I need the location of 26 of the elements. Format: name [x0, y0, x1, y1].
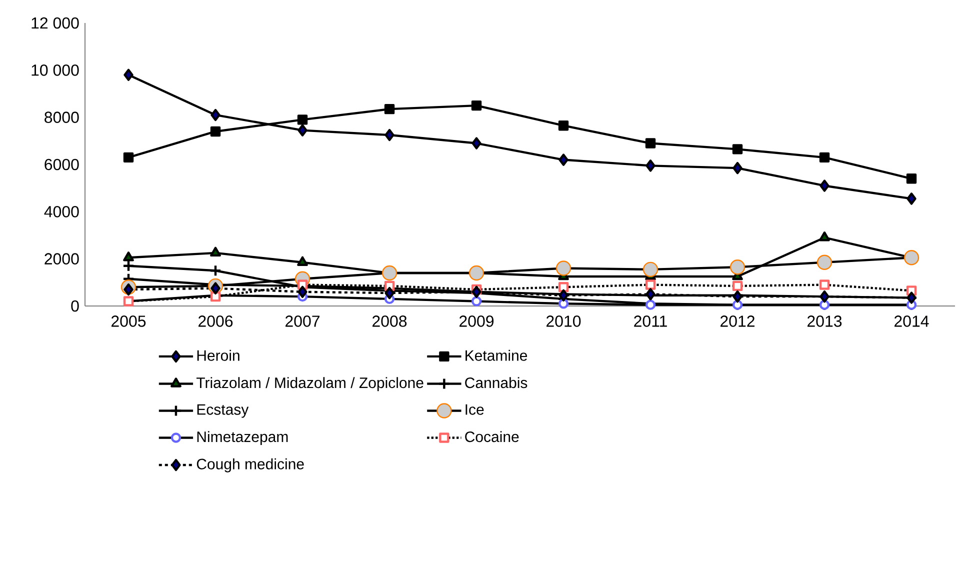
legend-label: Cannabis [465, 377, 528, 388]
y-tick-label: 2000 [44, 253, 79, 264]
y-tick-label: 6000 [44, 158, 79, 170]
x-tick-label: 2012 [720, 316, 754, 327]
x-tick-label: 2014 [894, 316, 929, 327]
legend-label: Ecstasy [197, 404, 249, 418]
y-tick-label: 10 000 [32, 64, 79, 76]
x-tick-label: 2008 [372, 316, 407, 327]
y-tick-label: 0 [71, 300, 79, 312]
legend-label: Cough medicine [196, 458, 304, 472]
legend-label: Heroin [197, 350, 240, 361]
x-tick-label: 2005 [112, 316, 146, 327]
y-tick-label: 8000 [44, 112, 79, 123]
y-tick-label: 4000 [44, 206, 79, 218]
x-tick-label: 2007 [286, 316, 320, 327]
x-tick-label: 2013 [808, 316, 842, 327]
x-tick-label: 2006 [198, 316, 233, 327]
legend-label: Ketamine [466, 350, 528, 361]
x-tick-label: 2009 [460, 316, 494, 327]
legend-label: Ice [466, 404, 484, 415]
legend-label: Cocaine [465, 431, 519, 442]
legend-label: Triazolam / Midazolam / Zopiclone [196, 377, 424, 392]
legend-label: Nimetazepam [197, 431, 288, 446]
x-tick-label: 2010 [546, 316, 581, 327]
x-tick-label: 2011 [634, 316, 667, 327]
y-tick-label: 12 000 [32, 17, 79, 29]
